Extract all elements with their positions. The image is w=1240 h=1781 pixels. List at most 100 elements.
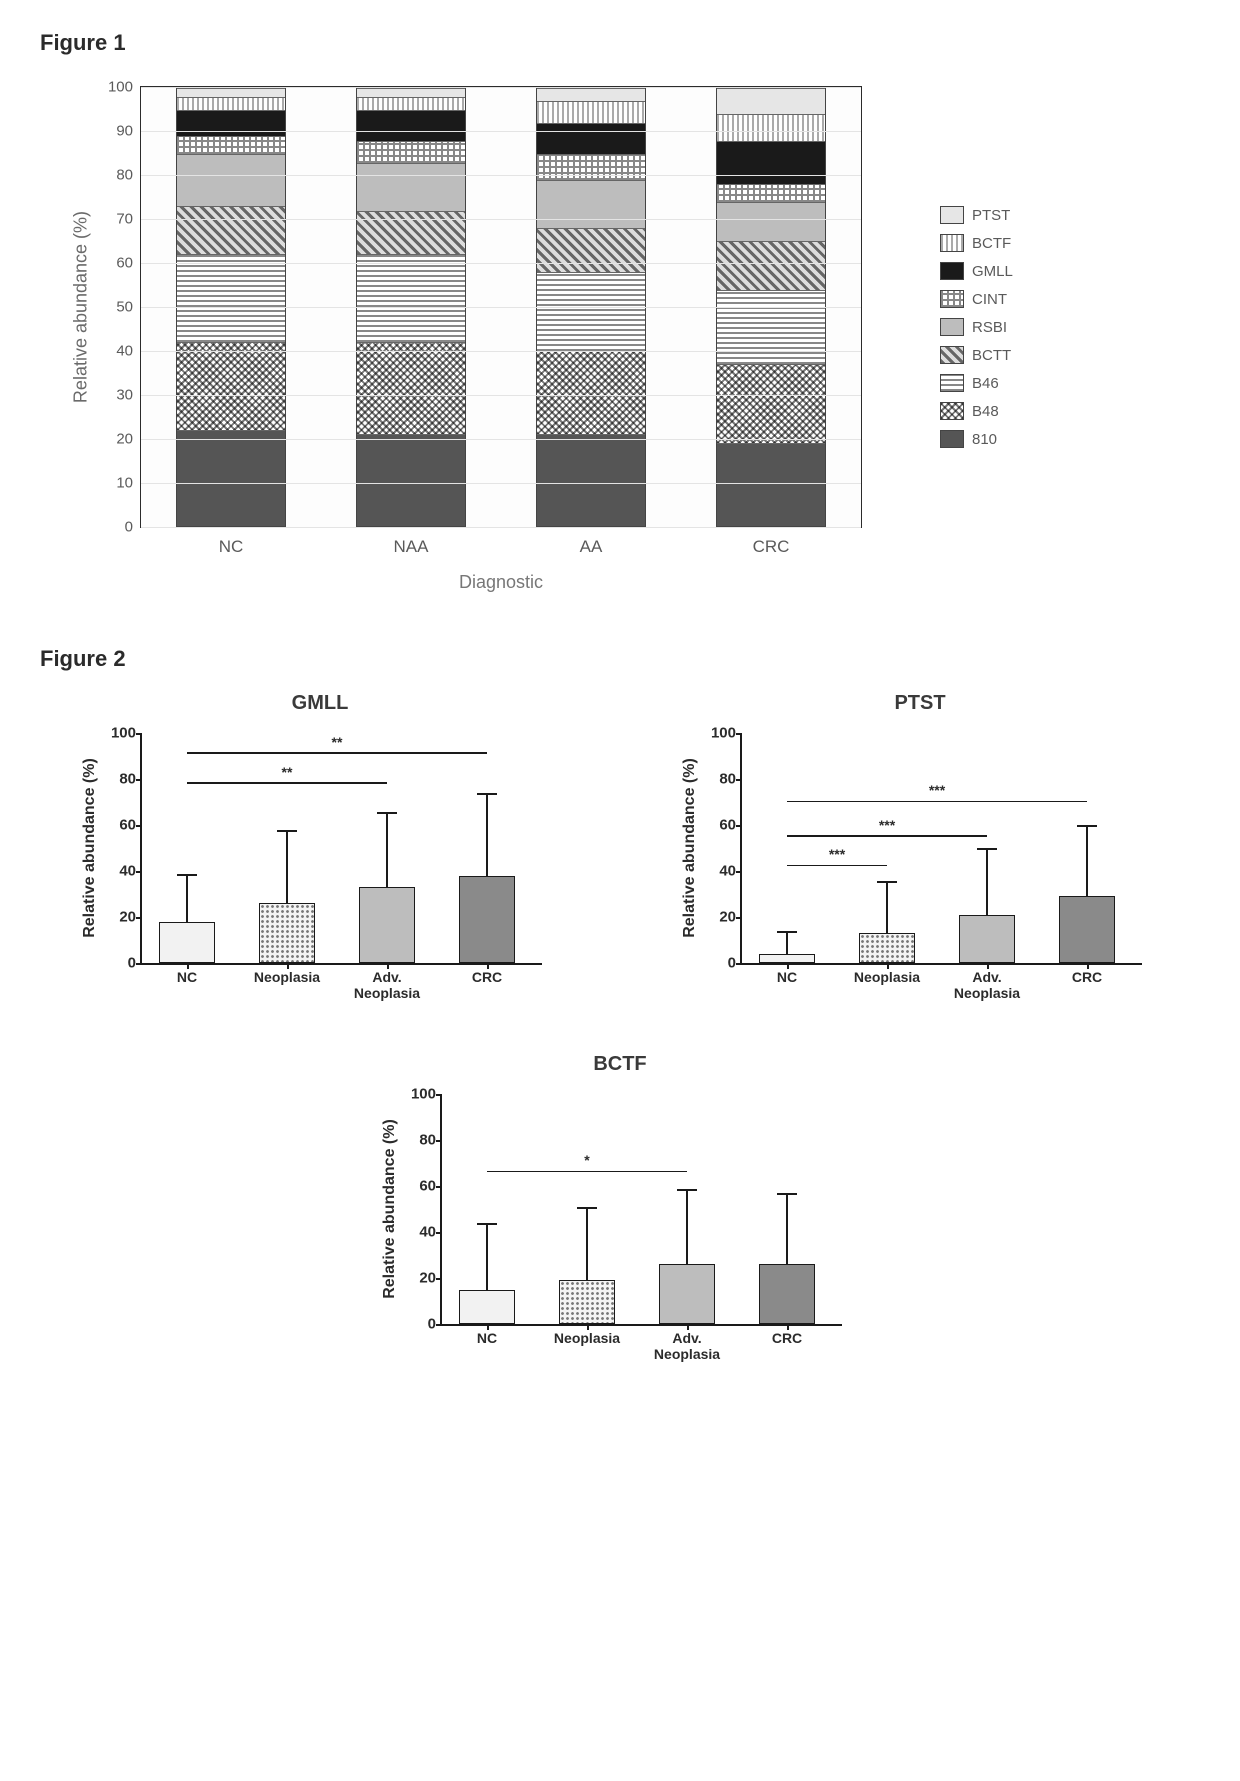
figure2-bar: [859, 933, 915, 963]
figure1-legend-label: BCTF: [972, 235, 1011, 252]
figure2-xtick: Adv. Neoplasia: [654, 1330, 720, 1362]
figure1-segment-cint: [357, 141, 465, 163]
figure1-segment-bctf: [717, 114, 825, 140]
figure1-x-axis-label: Diagnostic: [459, 572, 543, 593]
figure1-legend-swatch: [940, 430, 964, 448]
figure1-ytick: 10: [116, 475, 133, 492]
figure1-ytick: 100: [108, 79, 133, 96]
figure1-plot-area: Relative abundance (%) Diagnostic 010203…: [140, 86, 862, 528]
figure2-panel-title: GMLL: [70, 692, 570, 715]
figure1-gridline: [141, 175, 861, 176]
figure2-ytick-mark: [736, 825, 742, 827]
figure1-segment-gmll: [357, 110, 465, 141]
figure2-significance-line: [487, 1171, 687, 1173]
figure2-title: Figure 2: [40, 646, 1200, 672]
figure2-ytick-mark: [136, 733, 142, 735]
figure1-gridline: [141, 483, 861, 484]
figure2-xtick: CRC: [1072, 969, 1102, 985]
figure2-bar: [259, 903, 315, 963]
figure1-segment-gmll: [537, 123, 645, 154]
figure2-ytick: 100: [111, 725, 136, 742]
figure1-legend-item-gmll: GMLL: [940, 262, 1013, 280]
figure1-segment-bctf: [357, 97, 465, 110]
figure2-xtick: Adv. Neoplasia: [954, 969, 1020, 1001]
figure2-ytick-mark: [136, 963, 142, 965]
figure1-legend-swatch: [940, 234, 964, 252]
figure2-y-axis-label: Relative abundance (%): [381, 1119, 399, 1299]
figure2-bar: [159, 922, 215, 963]
figure1-legend-label: CINT: [972, 291, 1007, 308]
figure1-segment-b48: [537, 351, 645, 434]
figure1-legend-swatch: [940, 374, 964, 392]
figure2-ytick: 80: [719, 771, 736, 788]
figure1-segment-cint: [717, 184, 825, 202]
figure1-legend-label: BCTT: [972, 347, 1011, 364]
figure2-ytick-mark: [136, 825, 142, 827]
figure2-ytick: 100: [711, 725, 736, 742]
figure2-bar: [959, 915, 1015, 963]
figure1-segment-cint: [177, 136, 285, 154]
figure2-ytick: 60: [419, 1178, 436, 1195]
figure1-segment-b10: [357, 434, 465, 526]
figure2-significance-label: *: [584, 1152, 589, 1168]
figure1-segment-b10: [717, 443, 825, 526]
figure2-bar: [559, 1280, 615, 1324]
figure1-gridline: [141, 395, 861, 396]
figure1-legend-item-b48: B48: [940, 402, 1013, 420]
figure2-error-bar: [986, 850, 988, 914]
figure2-bar: [359, 887, 415, 963]
figure1-gridline: [141, 219, 861, 220]
figure2-ytick-mark: [736, 733, 742, 735]
figure2-error-cap: [177, 874, 197, 876]
figure2-y-axis-label: Relative abundance (%): [81, 758, 99, 938]
figure1-segment-cint: [537, 154, 645, 180]
figure2-error-bar: [786, 1195, 788, 1264]
figure1-legend-item-cint: CINT: [940, 290, 1013, 308]
figure1-segment-b48: [177, 342, 285, 430]
figure1-legend-label: GMLL: [972, 263, 1013, 280]
figure1-chart: Relative abundance (%) Diagnostic 010203…: [60, 76, 920, 596]
figure2-error-bar: [1086, 827, 1088, 896]
figure1-segment-bctf: [537, 101, 645, 123]
figure1-container: Relative abundance (%) Diagnostic 010203…: [40, 76, 1200, 596]
figure2-error-bar: [486, 1225, 488, 1289]
figure2-ytick-mark: [436, 1278, 442, 1280]
figure2-error-cap: [477, 793, 497, 795]
figure1-legend-label: RSBI: [972, 319, 1007, 336]
figure1-ytick: 50: [116, 299, 133, 316]
figure2-bar: [759, 954, 815, 963]
figure2-ytick-mark: [136, 779, 142, 781]
figure2-plot-wrap: Relative abundance (%)020406080100NCNeop…: [370, 1084, 870, 1384]
figure2-ytick-mark: [736, 963, 742, 965]
figure2-significance-label: ***: [929, 782, 945, 798]
figure1-segment-b46: [717, 290, 825, 364]
figure2-xtick: Neoplasia: [254, 969, 320, 985]
figure1-xtick: NAA: [394, 537, 429, 557]
figure1-ytick: 70: [116, 211, 133, 228]
figure2-significance-line: [787, 835, 987, 837]
figure2-plot-wrap: Relative abundance (%)020406080100NCNeop…: [70, 723, 570, 1023]
figure1-segment-ptst: [717, 88, 825, 114]
figure1-y-axis-label: Relative abundance (%): [71, 211, 92, 403]
figure2-error-bar: [686, 1191, 688, 1265]
figure2-error-cap: [577, 1207, 597, 1209]
figure1-legend-item-bctf: BCTF: [940, 234, 1013, 252]
figure1-ytick: 90: [116, 123, 133, 140]
figure1-segment-b48: [357, 342, 465, 434]
figure2-error-cap: [777, 1193, 797, 1195]
figure2-ytick-mark: [136, 871, 142, 873]
figure1-segment-bctt: [717, 241, 825, 289]
figure1-xtick: NC: [219, 537, 244, 557]
figure1-legend-item-ptst: PTST: [940, 206, 1013, 224]
figure2-ytick-mark: [736, 917, 742, 919]
figure2-error-cap: [877, 881, 897, 883]
figure2-panel-gmll: GMLL Relative abundance (%)020406080100NC…: [70, 692, 570, 1023]
figure2-container: GMLL Relative abundance (%)020406080100NC…: [70, 692, 1170, 1414]
figure2-ytick-mark: [736, 871, 742, 873]
figure2-significance-line: [787, 865, 887, 867]
figure2-plot-area: Relative abundance (%)020406080100NCNeop…: [740, 733, 1142, 965]
figure2-ytick: 60: [119, 817, 136, 834]
figure2-error-bar: [886, 883, 888, 934]
figure1-segment-bctt: [537, 228, 645, 272]
figure2-error-cap: [377, 812, 397, 814]
